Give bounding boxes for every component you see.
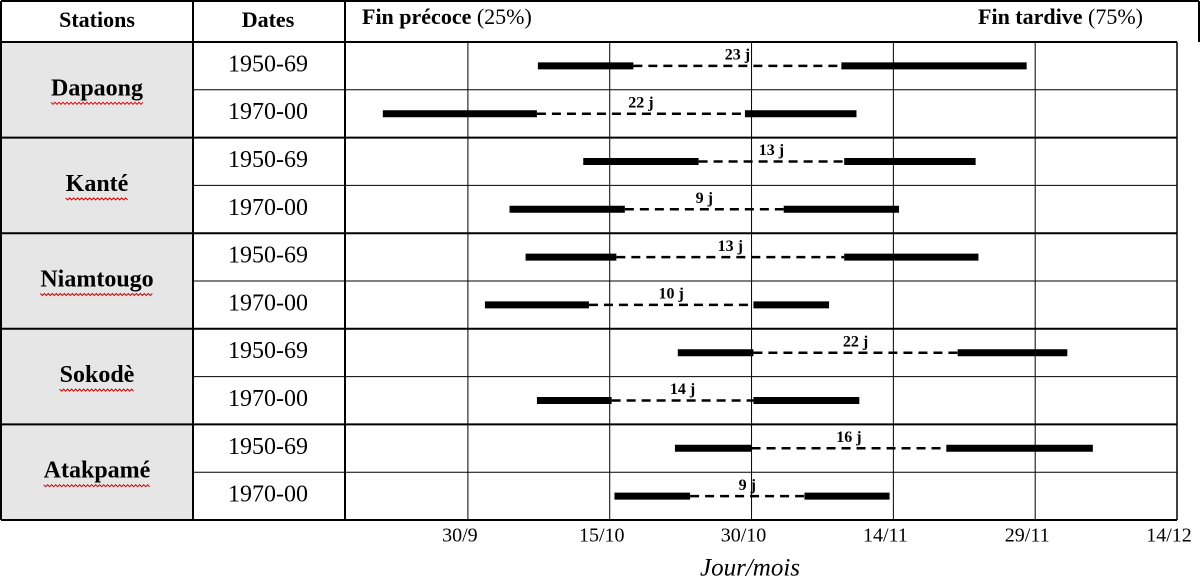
- spell-underline: [39, 292, 153, 297]
- gap-label: 13 j: [759, 142, 784, 159]
- period-label: 1970-00: [228, 290, 308, 316]
- gap-label: 22 j: [628, 94, 653, 111]
- period-label: 1950-69: [228, 338, 308, 364]
- gap-label: 23 j: [725, 47, 750, 64]
- station-name: Dapaong: [51, 75, 143, 101]
- station-name: Niamtougo: [40, 267, 153, 293]
- x-tick-label: 30/9: [442, 525, 478, 547]
- x-tick-label: 29/11: [1005, 525, 1050, 547]
- gap-label: 10 j: [659, 286, 684, 303]
- header-early: Fin précoce (25%): [362, 4, 532, 29]
- station-name: Kanté: [66, 171, 129, 197]
- gap-label: 9 j: [739, 477, 756, 494]
- gap-label: 9 j: [696, 190, 713, 207]
- late-label: Fin tardive: [978, 4, 1083, 29]
- station-cell: [1, 42, 193, 138]
- x-tick-label: 30/10: [721, 525, 767, 547]
- station-name: Sokodè: [60, 362, 135, 388]
- header-stations: Stations: [59, 7, 135, 32]
- gap-label: 14 j: [670, 381, 695, 398]
- spell-underline: [65, 197, 129, 201]
- station-cell: [1, 424, 193, 520]
- early-label: Fin précoce: [362, 4, 472, 29]
- header-late: Fin tardive (75%): [978, 4, 1143, 29]
- period-label: 1950-69: [228, 51, 308, 77]
- gap-label: 13 j: [718, 238, 743, 255]
- header-dates: Dates: [242, 7, 295, 32]
- early-pct: (25%): [477, 4, 532, 29]
- station-name: Atakpamé: [44, 458, 151, 484]
- x-tick-label: 15/10: [579, 525, 625, 547]
- period-label: 1970-00: [228, 482, 308, 508]
- station-cell: [1, 137, 193, 234]
- period-label: 1970-00: [228, 99, 308, 125]
- spell-underline: [50, 101, 144, 106]
- late-pct: (75%): [1088, 4, 1143, 29]
- station-cell: [1, 233, 193, 329]
- x-axis-label: Jour/mois: [700, 555, 800, 582]
- station-cell: [1, 328, 193, 425]
- gap-label: 22 j: [843, 333, 868, 350]
- period-label: 1950-69: [228, 147, 308, 173]
- period-label: 1950-69: [228, 243, 308, 269]
- x-tick-label: 14/11: [863, 525, 908, 547]
- period-label: 1970-00: [228, 386, 308, 412]
- period-label: 1950-69: [228, 434, 308, 460]
- spell-underline: [43, 484, 151, 488]
- period-label: 1970-00: [228, 195, 308, 221]
- x-tick-label: 14/12: [1146, 525, 1192, 547]
- gap-label: 16 j: [836, 429, 861, 446]
- spell-underline: [59, 388, 135, 392]
